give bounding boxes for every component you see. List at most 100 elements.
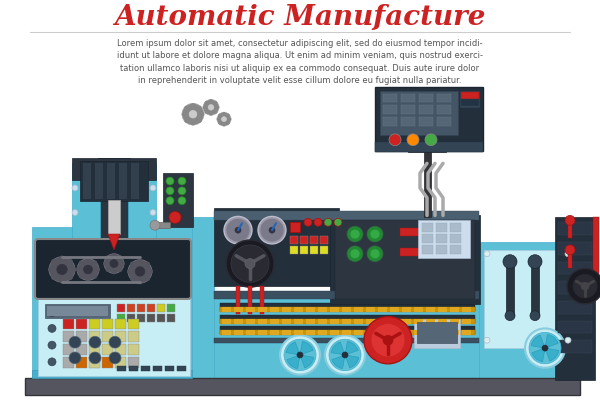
Bar bbox=[220, 303, 475, 311]
Circle shape bbox=[565, 251, 571, 257]
Bar bbox=[89, 357, 100, 368]
Bar bbox=[102, 357, 113, 368]
Circle shape bbox=[215, 112, 217, 114]
Bar bbox=[366, 307, 375, 312]
Bar bbox=[115, 344, 126, 355]
Bar bbox=[222, 307, 231, 312]
Bar bbox=[378, 330, 387, 335]
Bar bbox=[426, 307, 435, 312]
Bar bbox=[450, 245, 461, 254]
Circle shape bbox=[581, 283, 589, 290]
Bar bbox=[460, 92, 480, 109]
Wedge shape bbox=[545, 348, 559, 361]
Circle shape bbox=[182, 104, 204, 126]
Circle shape bbox=[103, 262, 107, 266]
Bar bbox=[127, 314, 135, 322]
Bar bbox=[558, 340, 592, 353]
Circle shape bbox=[210, 114, 212, 116]
Bar bbox=[402, 319, 411, 324]
Bar bbox=[115, 319, 126, 330]
Circle shape bbox=[215, 102, 217, 105]
Bar bbox=[129, 366, 138, 371]
Bar bbox=[234, 330, 243, 335]
Circle shape bbox=[229, 119, 231, 121]
Bar bbox=[246, 330, 255, 335]
Circle shape bbox=[166, 187, 174, 196]
Bar bbox=[220, 330, 475, 335]
Bar bbox=[294, 319, 303, 324]
Circle shape bbox=[68, 260, 73, 264]
Bar bbox=[462, 330, 471, 335]
Bar bbox=[436, 224, 447, 233]
Bar bbox=[310, 246, 318, 254]
Text: Automatic Manufacture: Automatic Manufacture bbox=[115, 4, 485, 31]
Bar bbox=[318, 330, 327, 335]
Bar bbox=[220, 327, 475, 335]
Bar bbox=[128, 319, 139, 330]
Bar bbox=[32, 228, 192, 380]
Wedge shape bbox=[545, 335, 558, 348]
Circle shape bbox=[223, 125, 225, 127]
Bar bbox=[354, 307, 363, 312]
Circle shape bbox=[118, 256, 122, 260]
Bar bbox=[414, 330, 423, 335]
Bar bbox=[300, 246, 308, 254]
Bar bbox=[402, 307, 411, 312]
Circle shape bbox=[128, 260, 152, 283]
Bar bbox=[214, 211, 479, 221]
Circle shape bbox=[226, 240, 274, 288]
Circle shape bbox=[71, 267, 76, 272]
Bar bbox=[115, 357, 126, 368]
Circle shape bbox=[367, 227, 383, 243]
Circle shape bbox=[106, 256, 110, 260]
Bar bbox=[461, 100, 479, 107]
Wedge shape bbox=[287, 355, 300, 369]
Bar bbox=[270, 319, 279, 324]
Bar bbox=[222, 319, 231, 324]
Circle shape bbox=[258, 217, 286, 244]
Circle shape bbox=[52, 275, 56, 280]
Circle shape bbox=[169, 212, 181, 224]
Bar bbox=[72, 159, 156, 181]
Circle shape bbox=[226, 219, 250, 243]
Circle shape bbox=[109, 337, 121, 348]
Bar bbox=[436, 234, 447, 243]
Bar bbox=[390, 330, 399, 335]
Bar bbox=[153, 366, 162, 371]
Circle shape bbox=[203, 100, 219, 116]
Bar bbox=[383, 94, 397, 103]
Circle shape bbox=[48, 267, 53, 272]
Circle shape bbox=[324, 219, 332, 227]
Circle shape bbox=[334, 219, 342, 227]
Circle shape bbox=[182, 113, 185, 117]
Bar bbox=[246, 319, 255, 324]
Circle shape bbox=[525, 328, 565, 368]
Bar bbox=[117, 314, 125, 322]
Bar bbox=[47, 306, 108, 316]
Circle shape bbox=[93, 274, 97, 279]
Bar bbox=[306, 330, 315, 335]
Wedge shape bbox=[332, 355, 345, 369]
Circle shape bbox=[59, 279, 64, 283]
Bar bbox=[214, 291, 479, 299]
Circle shape bbox=[86, 258, 90, 262]
Circle shape bbox=[304, 219, 312, 227]
Bar bbox=[424, 149, 431, 218]
Circle shape bbox=[407, 135, 419, 146]
Circle shape bbox=[96, 268, 100, 272]
Bar bbox=[320, 236, 328, 244]
Bar bbox=[438, 319, 447, 324]
Circle shape bbox=[86, 277, 90, 281]
Bar bbox=[167, 314, 175, 322]
Bar bbox=[102, 332, 113, 342]
Bar bbox=[248, 286, 252, 314]
Bar bbox=[366, 330, 375, 335]
Bar bbox=[422, 224, 433, 233]
Circle shape bbox=[205, 112, 208, 114]
Bar bbox=[128, 164, 156, 262]
Circle shape bbox=[185, 107, 188, 110]
Circle shape bbox=[130, 277, 134, 281]
Bar bbox=[330, 216, 480, 304]
Bar bbox=[422, 234, 433, 243]
Bar bbox=[76, 357, 87, 368]
